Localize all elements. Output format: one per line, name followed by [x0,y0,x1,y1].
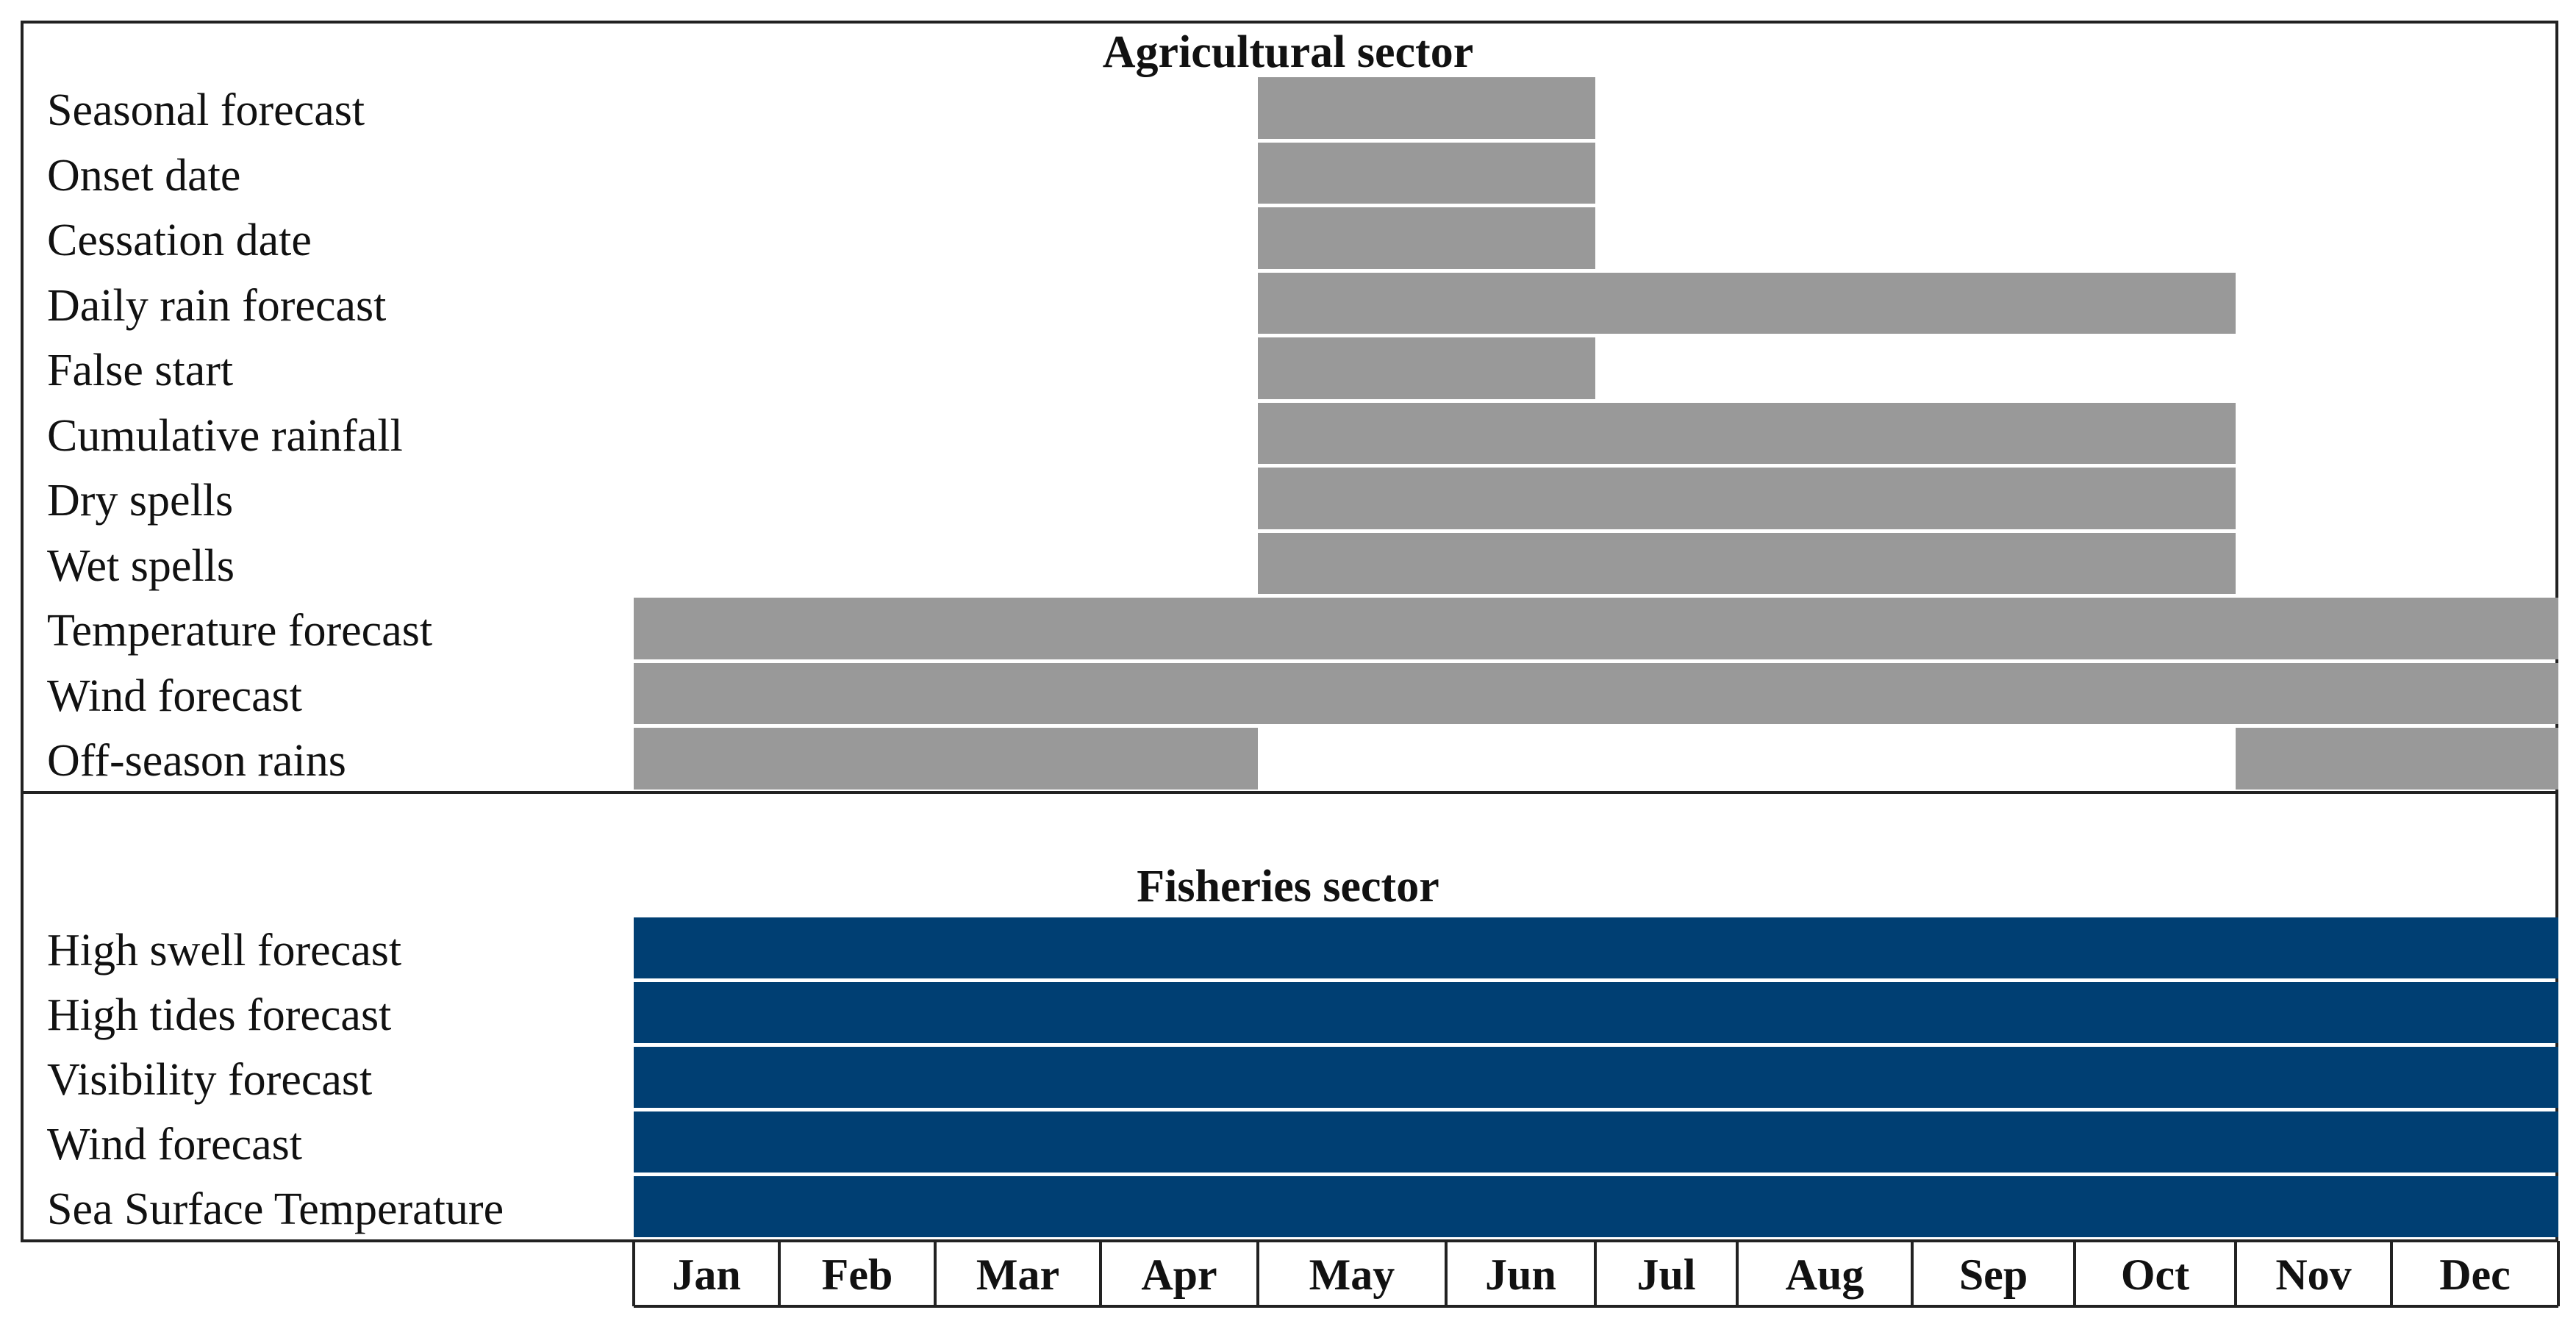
month-separator [934,1241,937,1306]
month-separator [2557,1241,2560,1306]
month-label: Feb [821,1250,893,1299]
month-separator [1099,1241,1102,1306]
month-label: Jul [1636,1250,1696,1299]
bar [1258,402,2236,464]
bar [1258,337,1595,399]
month-separator [1445,1241,1448,1306]
row-label: Daily rain forecast [47,280,387,331]
month-separator [778,1241,781,1306]
bar [1258,77,1595,139]
bar [634,1047,2558,1108]
bar [1258,207,1595,269]
month-separator [1594,1241,1597,1306]
row-label: Seasonal forecast [47,85,365,135]
bar [634,662,2558,724]
chart-frame-bottom [21,1239,634,1242]
row-label: Wind forecast [47,1120,302,1170]
bar [634,598,2558,659]
bar [634,1176,2558,1237]
month-label: Dec [2439,1250,2511,1299]
section-divider [21,791,2558,794]
row-label: Wind forecast [47,670,302,721]
month-label: Jun [1485,1250,1556,1299]
month-label: Apr [1141,1250,1217,1299]
section-title: Agricultural sector [1102,27,1474,77]
row-label: Dry spells [47,476,234,526]
month-separator [1736,1241,1739,1306]
bar [2236,728,2558,790]
month-label: May [1309,1250,1395,1299]
month-axis-bottom [634,1305,2558,1308]
row-label: Visibility forecast [47,1055,373,1105]
month-label: Aug [1785,1250,1864,1299]
row-label: False start [47,346,234,395]
month-separator [1911,1241,1914,1306]
chart-frame-top [21,21,2558,24]
bar [1258,142,1595,204]
month-label: Sep [1958,1250,2028,1299]
month-label: Oct [2120,1250,2190,1299]
bar [1258,272,2236,334]
bar [634,982,2558,1043]
row-label: High tides forecast [47,990,392,1040]
row-label: High swell forecast [47,926,402,975]
row-label: Off-season rains [47,736,346,786]
month-separator [2234,1241,2237,1306]
month-separator [632,1241,635,1306]
bar [634,728,1258,790]
section-title: Fisheries sector [1137,862,1439,912]
row-label: Onset date [47,150,241,201]
row-label: Sea Surface Temperature [47,1184,504,1234]
month-separator [1256,1241,1259,1306]
row-label: Temperature forecast [47,606,433,656]
row-label: Cessation date [47,215,312,265]
month-separator [2073,1241,2076,1306]
month-label: Jan [672,1250,741,1299]
chart-frame-left [21,21,24,1241]
bar [1258,468,2236,529]
bar [1258,532,2236,594]
month-label: Nov [2275,1250,2352,1299]
bar [634,917,2558,978]
row-label: Wet spells [47,540,235,591]
bar [634,1111,2558,1173]
month-separator [2390,1241,2393,1306]
month-label: Mar [976,1250,1060,1299]
row-label: Cumulative rainfall [47,410,403,461]
